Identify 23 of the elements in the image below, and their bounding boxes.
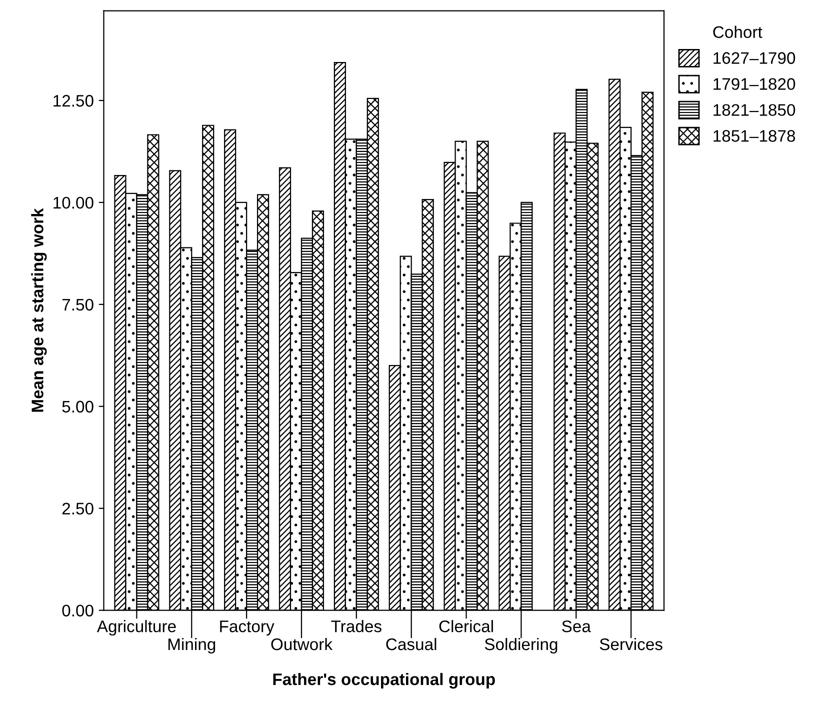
x-axis-title: Father's occupational group [273, 672, 495, 689]
y-tick-label: 0.00 [62, 604, 94, 617]
x-tick-label: Soldiering [484, 638, 558, 654]
x-tick-label: Clerical [439, 620, 493, 632]
x-tick-label: Outwork [271, 638, 333, 650]
x-tick-label: Casual [386, 638, 436, 650]
y-tick-label: 12.50 [54, 94, 94, 107]
y-tick-label: 10.00 [54, 196, 94, 209]
y-tick-label: 5.00 [62, 400, 94, 413]
y-tick-label: 2.50 [62, 502, 94, 515]
legend-title: Cohort [713, 26, 762, 38]
legend-label: 1851–1878 [714, 130, 796, 142]
x-tick-label: Mining [168, 638, 216, 654]
legend-label: 1627–1790 [714, 52, 796, 64]
x-tick-label: Agriculture [96, 620, 176, 636]
y-axis-title: Mean age at starting work [31, 208, 47, 412]
x-tick-label: Trades [331, 620, 382, 632]
x-tick-label: Sea [562, 620, 591, 632]
legend-label: 1821–1850 [714, 104, 796, 116]
legend-label: 1791–1820 [714, 78, 796, 90]
y-tick-label: 7.50 [62, 298, 94, 311]
x-tick-label: Services [600, 638, 662, 650]
x-tick-label: Factory [220, 620, 274, 636]
